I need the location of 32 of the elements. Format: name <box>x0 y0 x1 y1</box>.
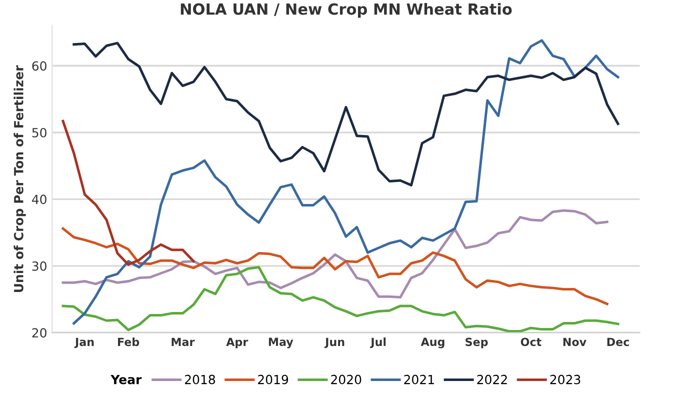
y-tick-label: 30 <box>32 261 46 271</box>
y-tick-label: 60 <box>32 61 46 71</box>
x-tick-label: Oct <box>520 338 542 346</box>
line-series <box>62 120 195 266</box>
x-tick-label: May <box>268 338 294 348</box>
x-tick-label: Jun <box>324 338 344 348</box>
line-series <box>62 209 608 299</box>
line-series <box>62 266 620 333</box>
x-tick-label: Jul <box>370 338 386 348</box>
line-series <box>72 39 620 325</box>
legend-label: 2019 <box>258 374 288 384</box>
x-tick-label: Apr <box>226 338 248 348</box>
x-tick-label: Sep <box>466 338 488 348</box>
x-tick-label: Dec <box>607 338 629 346</box>
x-tick-label: Nov <box>563 338 586 346</box>
legend-label: 2022 <box>477 374 507 384</box>
y-tick-label: 50 <box>32 128 46 138</box>
line-series <box>72 42 620 186</box>
x-tick-label: Feb <box>118 338 140 346</box>
y-tick-label: 40 <box>32 194 46 204</box>
line-series <box>62 227 608 306</box>
y-tick-label: 20 <box>32 328 46 338</box>
x-tick-label: Jan <box>74 338 94 348</box>
x-tick-label: Mar <box>172 338 195 346</box>
legend-label: 2018 <box>184 374 216 384</box>
legend-title: Year <box>110 374 142 384</box>
legend-label: 2021 <box>404 374 434 384</box>
chart-title: NOLA UAN / New Crop MN Wheat Ratio <box>180 3 512 18</box>
y-axis-title: Unit of Crop Per Ton of Fertilizer <box>14 65 26 292</box>
legend-label: 2023 <box>550 374 580 384</box>
legend-label: 2020 <box>331 374 362 384</box>
x-tick-label: Aug <box>420 338 444 348</box>
